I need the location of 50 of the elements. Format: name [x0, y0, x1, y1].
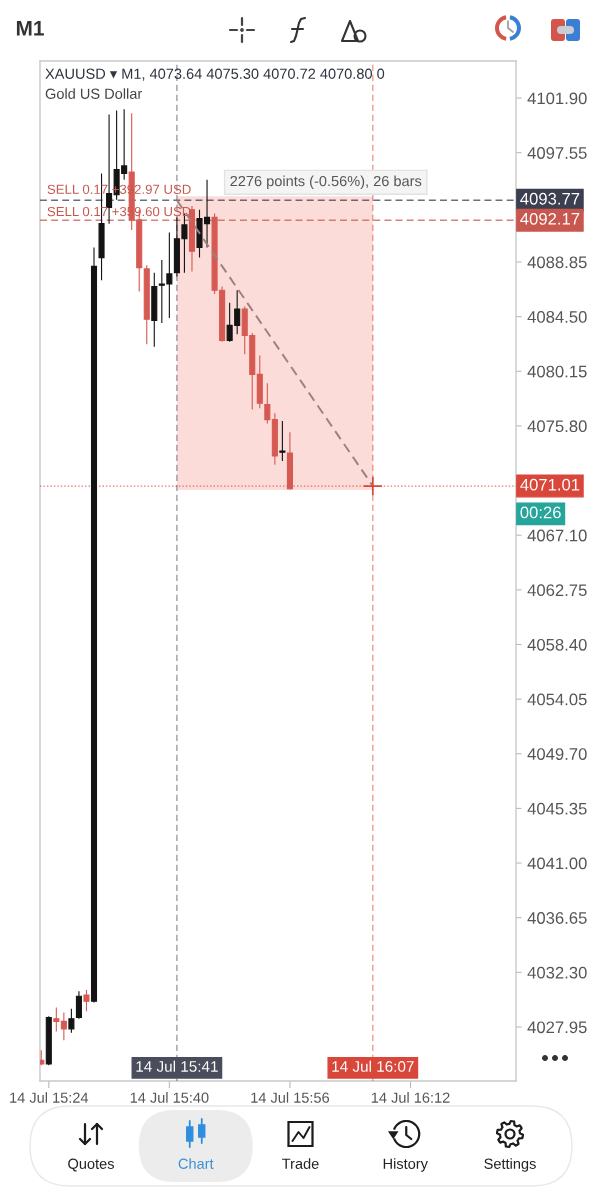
text: M1	[16, 21, 44, 36]
candlestick	[90, 246, 98, 1004]
y-tick-label: 4045.35	[527, 802, 587, 815]
x-tick-label: 14 Jul 15:24	[10, 1092, 89, 1103]
candlestick	[53, 1006, 60, 1032]
ref-line-label: 4092.17	[520, 212, 580, 225]
y-tick-label: 4049.70	[527, 748, 587, 760]
candlestick	[279, 420, 286, 462]
y-tick-label: 4036.65	[527, 912, 587, 924]
candlestick	[40, 1049, 45, 1066]
candlestick	[151, 272, 158, 348]
y-tick-label: 4054.05	[527, 693, 587, 706]
candlestick	[271, 412, 278, 466]
candlestick	[264, 382, 271, 424]
y-tick-label: 4062.75	[527, 584, 587, 597]
x-tick-label: 14 Jul 15:40	[130, 1092, 209, 1103]
text: Trade	[282, 1158, 319, 1169]
candlestick	[286, 431, 293, 491]
candlestick	[256, 355, 263, 409]
text: Quotes	[68, 1158, 114, 1172]
ref-line-label: 4071.01	[520, 478, 580, 491]
ref-line-label: 14 Jul 15:41	[136, 1060, 218, 1072]
text: Gold US Dollar	[45, 88, 143, 99]
y-tick-label: 4075.80	[527, 420, 587, 433]
y-tick-label: 4041.00	[527, 857, 587, 870]
candlestick	[68, 1008, 75, 1034]
candlestick	[75, 990, 82, 1020]
y-tick-label: 4058.40	[527, 638, 587, 651]
y-tick-label: 4097.55	[527, 147, 587, 159]
candlestick	[143, 264, 150, 345]
y-tick-label: 4032.30	[527, 966, 587, 979]
y-tick-label: 4088.85	[527, 256, 587, 269]
x-tick-label: 14 Jul 15:56	[251, 1092, 330, 1103]
y-tick-label: 4101.90	[527, 92, 587, 105]
chart-title: XAUUSD ▾ M1, 4073.64 4075.30 4070.72 4070.80 0	[45, 68, 385, 81]
ref-line-label: 4093.77	[520, 192, 580, 205]
text: History	[383, 1158, 428, 1172]
x-tick-label: 14 Jul 16:12	[371, 1092, 450, 1103]
candlestick	[83, 989, 90, 1012]
text: Chart	[178, 1158, 214, 1169]
ref-line-label: 14 Jul 16:07	[332, 1060, 414, 1072]
y-tick-label: 4027.95	[527, 1021, 587, 1034]
candlestick	[60, 1011, 67, 1041]
text: Settings	[484, 1158, 536, 1172]
band-label: 2276 points (-0.56%), 26 bars	[230, 175, 422, 190]
y-tick-label: 4080.15	[527, 365, 587, 378]
candlestick	[45, 1015, 52, 1066]
y-tick-label: 4084.50	[527, 311, 587, 323]
text: 00:26	[520, 506, 561, 519]
y-tick-label: 4067.10	[527, 529, 587, 542]
